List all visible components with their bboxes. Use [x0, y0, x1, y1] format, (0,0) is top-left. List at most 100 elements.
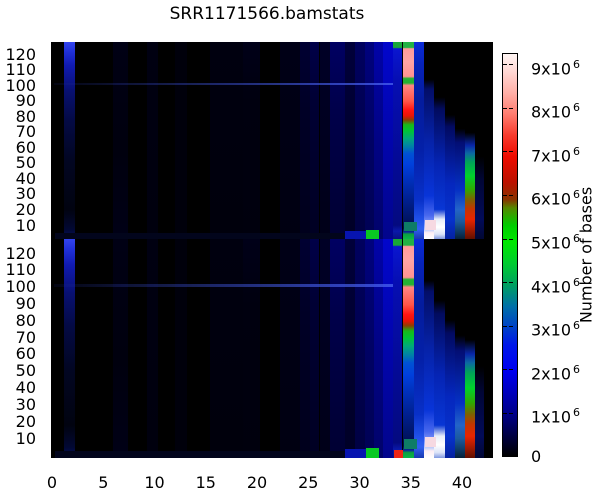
heatmap-cell	[424, 220, 436, 230]
heatmap-column	[319, 42, 330, 239]
heatmap-column	[364, 239, 374, 458]
y-tick-label: 90	[15, 91, 36, 111]
heatmap-cell	[394, 449, 403, 458]
heatmap-plot	[51, 42, 493, 458]
heatmap-column	[454, 42, 466, 239]
x-tick-label: 10	[144, 473, 165, 492]
heatmap-column	[147, 42, 158, 239]
cycle-row-highlight	[53, 82, 394, 86]
colorbar-tick-exponent: 6	[573, 144, 581, 158]
colorbar-tick-label: 3x10 6	[531, 316, 580, 339]
heatmap-column	[329, 42, 346, 239]
heatmap-cell	[55, 451, 346, 458]
x-tick-label: 30	[349, 473, 370, 492]
heatmap-column	[402, 239, 414, 458]
y-tick-label: 90	[15, 294, 36, 313]
colorbar-tick-label: 7x10 6	[531, 142, 581, 166]
heatmap-column	[393, 42, 403, 239]
colorbar-tick-mark	[509, 238, 513, 240]
heatmap-column	[279, 42, 300, 239]
cycle-row-highlight	[53, 284, 394, 287]
heatmap-column	[364, 42, 374, 239]
colorbar-tick-base: 9x10	[531, 58, 572, 78]
heatmap-column	[454, 239, 466, 458]
colorbar-tick-mark	[503, 282, 507, 284]
heatmap-panel	[51, 239, 493, 458]
heatmap-column	[175, 42, 188, 239]
heatmap-column	[383, 42, 394, 239]
y-tick-label: 110	[5, 60, 36, 79]
colorbar-tick-mark	[503, 151, 507, 153]
heatmap-column	[373, 42, 383, 239]
heatmap-column	[209, 42, 243, 239]
colorbar-tick-mark	[503, 238, 507, 240]
colorbar-tick-label: 4x10 6	[531, 273, 581, 296]
heatmap-column	[444, 42, 455, 239]
x-tick-label: 25	[298, 473, 319, 492]
heatmap-column	[424, 239, 435, 458]
y-tick-label: 30	[15, 184, 36, 204]
y-tick-label: 60	[15, 137, 36, 157]
y-tick-label: 100	[5, 277, 36, 297]
colorbar-tick-base: 8x10	[531, 102, 572, 122]
colorbar-tick-base: 7x10	[531, 146, 572, 166]
heatmap-column	[345, 42, 356, 239]
colorbar-tick-exponent: 6	[573, 275, 581, 289]
colorbar-tick-label: 0	[531, 447, 541, 467]
y-tick-label: 70	[15, 327, 36, 347]
heatmap-column	[475, 239, 485, 458]
heatmap-column	[345, 239, 356, 458]
colorbar-tick-label: 9x10 6	[531, 55, 580, 78]
colorbar-tick-label: 5x10 6	[531, 229, 580, 253]
heatmap-column	[475, 42, 485, 239]
x-tick-label: 40	[451, 473, 473, 492]
colorbar-tick-mark	[503, 194, 507, 196]
heatmap-column	[175, 239, 188, 458]
y-tick-label: 110	[5, 260, 36, 280]
colorbar-tick-base: 6x10	[531, 189, 572, 209]
heatmap-column	[329, 239, 346, 458]
colorbar-tick-label: 1x10 6	[531, 403, 580, 426]
y-tick-label: 100	[5, 75, 36, 95]
x-tick-label: 20	[246, 473, 268, 492]
colorbar-tick-mark	[509, 412, 513, 414]
colorbar-tick-exponent: 6	[573, 188, 581, 202]
y-tick-label: 20	[15, 411, 36, 431]
y-tick-label: 40	[15, 168, 36, 188]
colorbar-tick-label: 2x10 6	[531, 360, 580, 383]
heatmap-cell	[345, 230, 366, 239]
colorbar-tick-mark	[503, 64, 507, 66]
heatmap-column	[310, 239, 320, 458]
colorbar-tick-base: 0	[531, 447, 542, 466]
colorbar-tick-mark	[503, 412, 507, 414]
colorbar-tick-label: 8x10 6	[531, 98, 581, 121]
heatmap-column	[209, 239, 243, 458]
colorbar-tick-mark	[503, 369, 507, 371]
x-tick-label: 5	[98, 473, 109, 492]
colorbar-axis-label: Number of bases	[576, 186, 596, 324]
heatmap-column	[373, 239, 383, 458]
heatmap-column	[242, 239, 261, 458]
y-tick-label: 30	[15, 394, 36, 414]
y-tick-label: 80	[15, 310, 36, 330]
heatmap-column	[319, 239, 330, 458]
heatmap-cell	[365, 448, 379, 458]
colorbar-tick-base: 4x10	[531, 276, 572, 296]
heatmap-cell	[403, 221, 418, 231]
colorbar-tick-mark	[509, 151, 513, 153]
heatmap-cell	[365, 230, 379, 239]
colorbar-tick-base: 5x10	[531, 233, 572, 253]
y-tick-label: 10	[15, 428, 36, 448]
heatmap-column	[413, 42, 425, 239]
x-tick-label: 0	[46, 473, 58, 492]
x-tick-label: 15	[195, 473, 216, 492]
colorbar-tick-base: 1x10	[531, 407, 572, 427]
colorbar-tick-exponent: 6	[573, 101, 581, 115]
y-tick-label: 10	[15, 215, 36, 235]
colorbar-tick-mark	[509, 369, 513, 371]
heatmap-cell	[345, 448, 366, 458]
heatmap-column	[355, 42, 365, 239]
y-tick-label: 40	[15, 378, 36, 398]
y-tick-label: 50	[15, 361, 36, 381]
x-tick-label: 35	[400, 473, 421, 492]
